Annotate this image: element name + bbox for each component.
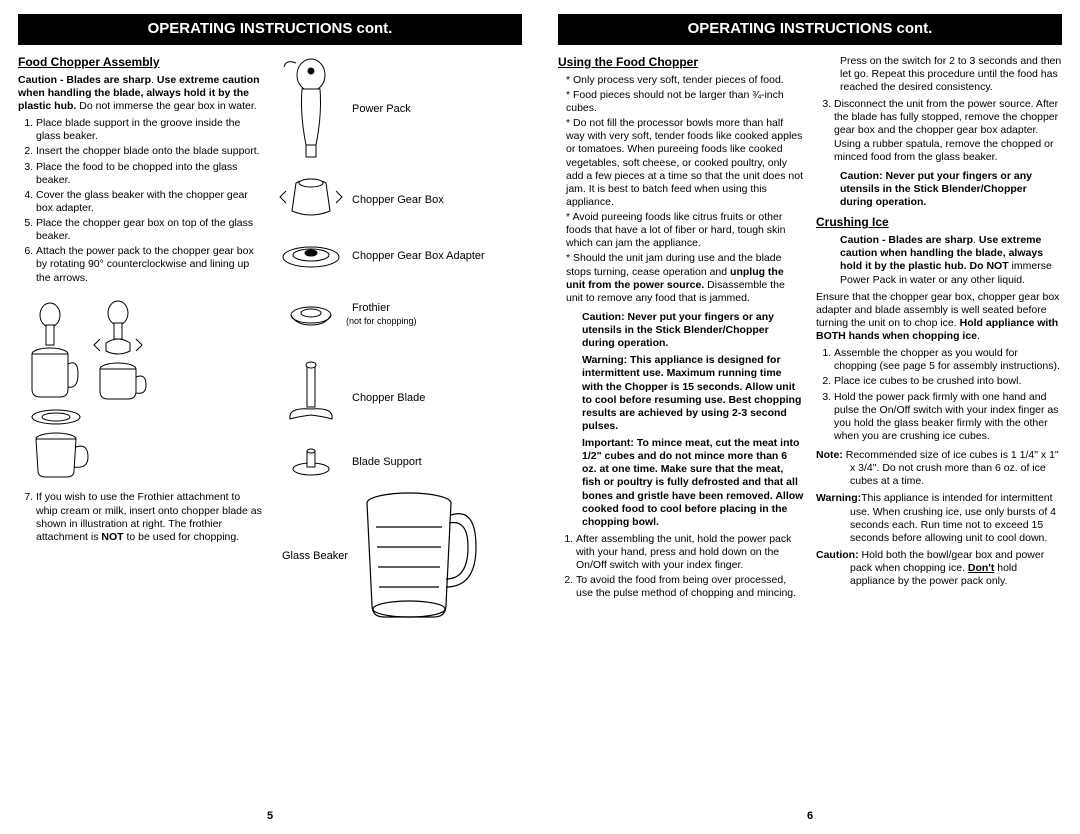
section-title: Food Chopper Assembly [18, 55, 264, 70]
label-power-pack: Power Pack [352, 103, 411, 117]
step: Attach the power pack to the chopper gea… [36, 245, 264, 284]
diagram-row: Frothier (not for chopping) [276, 297, 522, 333]
bullet: Avoid pureeing foods like citrus fruits … [566, 211, 804, 250]
step: Cover the glass beaker with the chopper … [36, 189, 264, 215]
adapter-icon [276, 237, 346, 277]
label-beaker: Glass Beaker [282, 550, 348, 564]
warning: Warning:This appliance is intended for i… [816, 492, 1062, 545]
operation-steps-cont: Disconnect the unit from the power sourc… [816, 98, 1062, 164]
step: Insert the chopper blade onto the blade … [36, 145, 264, 158]
warning: Caution: Never put your fingers or any u… [816, 170, 1062, 209]
bullet: Do not fill the processor bowls more tha… [566, 117, 804, 209]
beaker-icon [354, 487, 484, 627]
note-frothier: (not for chopping) [346, 316, 417, 327]
page-5: OPERATING INSTRUCTIONS cont. Food Choppe… [0, 0, 540, 834]
diagram-row: Blade Support [276, 445, 522, 481]
bullet: Food pieces should not be larger than ¾-… [566, 89, 804, 115]
caution-tail: Do not immerse the gear box in water. [79, 100, 256, 112]
left-column: Food Chopper Assembly Caution - Blades a… [18, 55, 264, 807]
section-title: Using the Food Chopper [558, 55, 804, 70]
caution-lead: Caution - Blades are sharp [18, 74, 151, 86]
assembly-steps-cont: If you wish to use the Frothier attachme… [18, 491, 264, 544]
right-column: Power Pack Chopper Gear Box [276, 55, 522, 807]
ice-steps: Assemble the chopper as you would for ch… [816, 347, 1062, 443]
blade-icon [276, 359, 346, 439]
page-body: Using the Food Chopper Only process very… [558, 55, 1062, 807]
page-number: 5 [18, 806, 522, 824]
power-pack-icon [276, 55, 346, 165]
step: Disconnect the unit from the power sourc… [834, 98, 1062, 164]
step: Place blade support in the groove inside… [36, 117, 264, 143]
operation-steps: After assembling the unit, hold the powe… [558, 533, 804, 601]
page-number: 6 [558, 806, 1062, 824]
page-6: OPERATING INSTRUCTIONS cont. Using the F… [540, 0, 1080, 834]
step: To avoid the food from being over proces… [576, 574, 804, 600]
ice-paragraph: Ensure that the chopper gear box, choppe… [816, 291, 1062, 344]
step: Assemble the chopper as you would for ch… [834, 347, 1062, 373]
gear-box-icon [276, 171, 346, 231]
left-column: Using the Food Chopper Only process very… [558, 55, 804, 807]
caution: Caution: Hold both the bowl/gear box and… [816, 549, 1062, 588]
diagram-row: Power Pack [276, 55, 522, 165]
label-support: Blade Support [352, 456, 422, 470]
support-icon [276, 445, 346, 481]
page-body: Food Chopper Assembly Caution - Blades a… [18, 55, 522, 807]
warning: Caution: Never put your fingers or any u… [558, 311, 804, 350]
label-gear-box: Chopper Gear Box [352, 194, 444, 208]
label-blade: Chopper Blade [352, 392, 425, 406]
diagram-row: Chopper Gear Box [276, 171, 522, 231]
section-title: Crushing Ice [816, 215, 1062, 230]
bullet: Only process very soft, tender pieces of… [566, 74, 804, 87]
step: If you wish to use the Frothier attachme… [36, 491, 264, 544]
diagram-row: Chopper Blade [276, 359, 522, 439]
assembly-illustration [18, 299, 168, 479]
caution-block: Caution - Blades are sharp. Use extreme … [18, 74, 264, 113]
continuation: Press on the switch for 2 to 3 seconds a… [816, 55, 1062, 94]
label-frothier: Frothier [352, 302, 417, 316]
step: After assembling the unit, hold the powe… [576, 533, 804, 572]
page-header: OPERATING INSTRUCTIONS cont. [558, 14, 1062, 45]
diagram-row: Glass Beaker [276, 487, 522, 627]
frothier-icon [276, 297, 346, 333]
warning: Important: To mince meat, cut the meat i… [558, 437, 804, 529]
right-column: Press on the switch for 2 to 3 seconds a… [816, 55, 1062, 807]
bullet: Should the unit jam during use and the b… [566, 252, 804, 305]
caution-block: Caution - Blades are sharp. Use extreme … [816, 234, 1062, 287]
usage-bullets: Only process very soft, tender pieces of… [558, 74, 804, 305]
step: Place the food to be chopped into the gl… [36, 161, 264, 187]
diagram-row: Chopper Gear Box Adapter [276, 237, 522, 277]
step: Place ice cubes to be crushed into bowl. [834, 375, 1062, 388]
label-adapter: Chopper Gear Box Adapter [352, 250, 485, 264]
step: Place the chopper gear box on top of the… [36, 217, 264, 243]
note: Note: Recommended size of ice cubes is 1… [816, 449, 1062, 488]
page-header: OPERATING INSTRUCTIONS cont. [18, 14, 522, 45]
warning: Warning: This appliance is designed for … [558, 354, 804, 433]
step: Hold the power pack firmly with one hand… [834, 391, 1062, 444]
assembly-steps: Place blade support in the groove inside… [18, 117, 264, 285]
